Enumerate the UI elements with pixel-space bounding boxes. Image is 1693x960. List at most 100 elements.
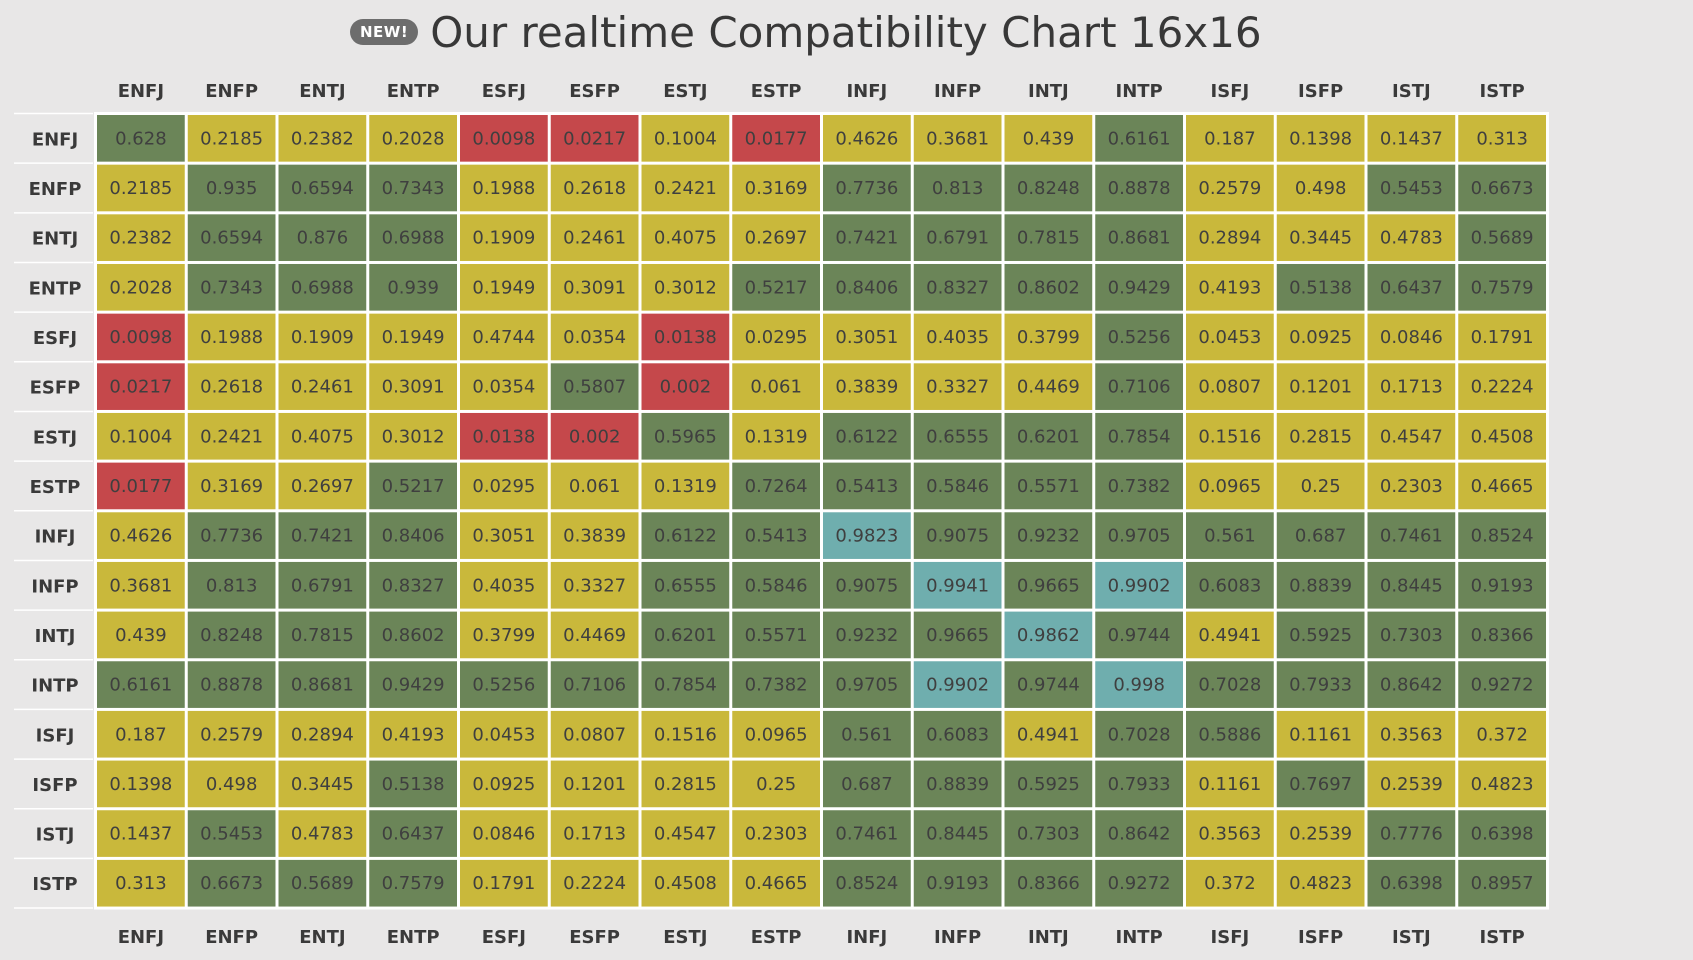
heatmap-cell-estj-istj: 0.4547 (1367, 412, 1456, 460)
heatmap-cell-isfj-infp: 0.6083 (913, 710, 1002, 758)
heatmap-cell-value: 0.5571 (1017, 476, 1080, 497)
heatmap-cell-infj-entj: 0.7421 (278, 512, 367, 559)
row-label-istj: ISTJ (36, 825, 75, 846)
heatmap-cell-value: 0.2461 (563, 228, 626, 249)
heatmap-cell-value: 0.2697 (291, 476, 354, 497)
heatmap-cell-value: 0.9193 (926, 873, 989, 894)
heatmap-cell-value: 0.0965 (1198, 476, 1261, 497)
heatmap-cell-value: 0.8878 (1108, 178, 1171, 199)
heatmap-cell-value: 0.0098 (472, 128, 535, 149)
heatmap-cell-fill (823, 115, 911, 162)
heatmap-cell-entj-esfj: 0.1909 (460, 214, 548, 261)
heatmap-cell-intp-enfp: 0.8878 (187, 661, 276, 708)
heatmap-cell-value: 0.935 (206, 178, 258, 199)
heatmap-cell-value: 0.3839 (563, 526, 626, 547)
heatmap-cell-value: 0.8681 (1108, 228, 1171, 249)
heatmap-cell-value: 0.1437 (1380, 128, 1443, 149)
heatmap-cell-value: 0.6083 (1198, 575, 1261, 596)
heatmap-cell-fill (1276, 412, 1365, 460)
heatmap-cell-value: 0.4193 (1198, 277, 1261, 298)
heatmap-cell-value: 0.5138 (382, 774, 445, 795)
heatmap-cell-value: 0.8327 (382, 575, 445, 596)
heatmap-cell-esfp-intj: 0.4469 (1004, 363, 1093, 410)
heatmap-cell-enfp-infp: 0.813 (913, 164, 1002, 212)
heatmap-cell-istp-entj: 0.5689 (278, 859, 367, 907)
heatmap-cell-value: 0.8445 (1380, 575, 1443, 596)
heatmap-cell-fill (641, 561, 730, 609)
heatmap-cell-estp-intp: 0.7382 (1095, 462, 1183, 510)
heatmap-cell-value: 0.6161 (109, 675, 172, 696)
heatmap-cell-fill (1276, 512, 1365, 559)
heatmap-cell-fill (913, 115, 1002, 162)
heatmap-cell-fill (1186, 115, 1274, 162)
heatmap-cell-fill (1367, 412, 1456, 460)
heatmap-cell-istj-intj: 0.7303 (1004, 810, 1093, 857)
heatmap-cell-entj-isfj: 0.2894 (1186, 214, 1274, 261)
heatmap-cell-fill (641, 810, 730, 857)
heatmap-cell-value: 0.9075 (926, 526, 989, 547)
heatmap-cell-esfj-infp: 0.4035 (913, 313, 1002, 361)
heatmap-cell-enfj-istj: 0.1437 (1367, 115, 1456, 162)
heatmap-cell-value: 0.0177 (745, 128, 808, 149)
heatmap-cell-value: 0.4665 (1471, 476, 1534, 497)
heatmap-cell-fill (1458, 462, 1546, 510)
heatmap-cell-intp-intj: 0.9744 (1004, 661, 1093, 708)
heatmap-cell-fill (187, 412, 276, 460)
heatmap-cell-entj-enfj: 0.2382 (97, 214, 185, 261)
heatmap-cell-fill (369, 561, 457, 609)
heatmap-cell-fill (278, 115, 367, 162)
heatmap-cell-fill (1367, 363, 1456, 410)
heatmap-cell-value: 0.25 (756, 774, 796, 795)
heatmap-cell-infj-entp: 0.8406 (369, 512, 457, 559)
heatmap-cell-fill (1095, 611, 1183, 659)
heatmap-cell-value: 0.1398 (109, 774, 172, 795)
heatmap-cell-value: 0.7461 (835, 824, 898, 845)
row-label-enfj: ENFJ (32, 129, 78, 150)
heatmap-cell-istj-enfj: 0.1437 (97, 810, 185, 857)
heatmap-cell-fill (278, 462, 367, 510)
heatmap-cell-fill (1276, 561, 1365, 609)
heatmap-cell-esfp-estp: 0.061 (732, 363, 820, 410)
heatmap-cell-value: 0.0354 (563, 327, 626, 348)
heatmap-cell-value: 0.5413 (745, 526, 808, 547)
heatmap-cell-fill (913, 214, 1002, 261)
heatmap-cell-intp-istp: 0.9272 (1458, 661, 1546, 708)
heatmap-cell-enfj-estj: 0.1004 (641, 115, 730, 162)
heatmap-cell-fill (1095, 115, 1183, 162)
heatmap-cell-value: 0.8248 (1017, 178, 1080, 199)
heatmap-cell-fill (913, 760, 1002, 808)
heatmap-cell-fill (1004, 611, 1093, 659)
column-label-top-intj: INTJ (1028, 81, 1069, 102)
heatmap-cell-estj-infp: 0.6555 (913, 412, 1002, 460)
heatmap-cell-fill (1186, 164, 1274, 212)
heatmap-cell-istj-infp: 0.8445 (913, 810, 1002, 857)
heatmap-cell-value: 0.1437 (109, 824, 172, 845)
heatmap-cell-estp-esfp: 0.061 (550, 462, 639, 510)
heatmap-cell-enfj-isfj: 0.187 (1186, 115, 1274, 162)
heatmap-cell-value: 0.0295 (472, 476, 535, 497)
heatmap-cell-value: 0.7028 (1108, 724, 1171, 745)
heatmap-cell-fill (550, 462, 639, 510)
column-label-bottom-enfp: ENFP (205, 927, 258, 948)
heatmap-cell-fill (187, 810, 276, 857)
heatmap-cell-fill (913, 313, 1002, 361)
heatmap-cell-fill (1186, 462, 1274, 510)
heatmap-cell-fill (278, 512, 367, 559)
heatmap-cell-enfj-istp: 0.313 (1458, 115, 1546, 162)
heatmap-cell-isfj-enfj: 0.187 (97, 710, 185, 758)
heatmap-cell-infp-enfj: 0.3681 (97, 561, 185, 609)
column-label-top-entp: ENTP (387, 81, 440, 102)
heatmap-cell-fill (1458, 313, 1546, 361)
heatmap-cell-value: 0.1988 (472, 178, 535, 199)
heatmap-cell-isfp-istp: 0.4823 (1458, 760, 1546, 808)
heatmap-cell-infp-entp: 0.8327 (369, 561, 457, 609)
heatmap-cell-value: 0.1516 (654, 724, 717, 745)
heatmap-cell-infj-istp: 0.8524 (1458, 512, 1546, 559)
heatmap-cell-value: 0.2224 (1471, 377, 1534, 398)
heatmap-cell-isfj-esfj: 0.0453 (460, 710, 548, 758)
heatmap-cell-fill (823, 859, 911, 907)
heatmap-cell-fill (1186, 214, 1274, 261)
heatmap-cell-esfj-enfj: 0.0098 (97, 313, 185, 361)
heatmap-cell-value: 0.0138 (654, 327, 717, 348)
